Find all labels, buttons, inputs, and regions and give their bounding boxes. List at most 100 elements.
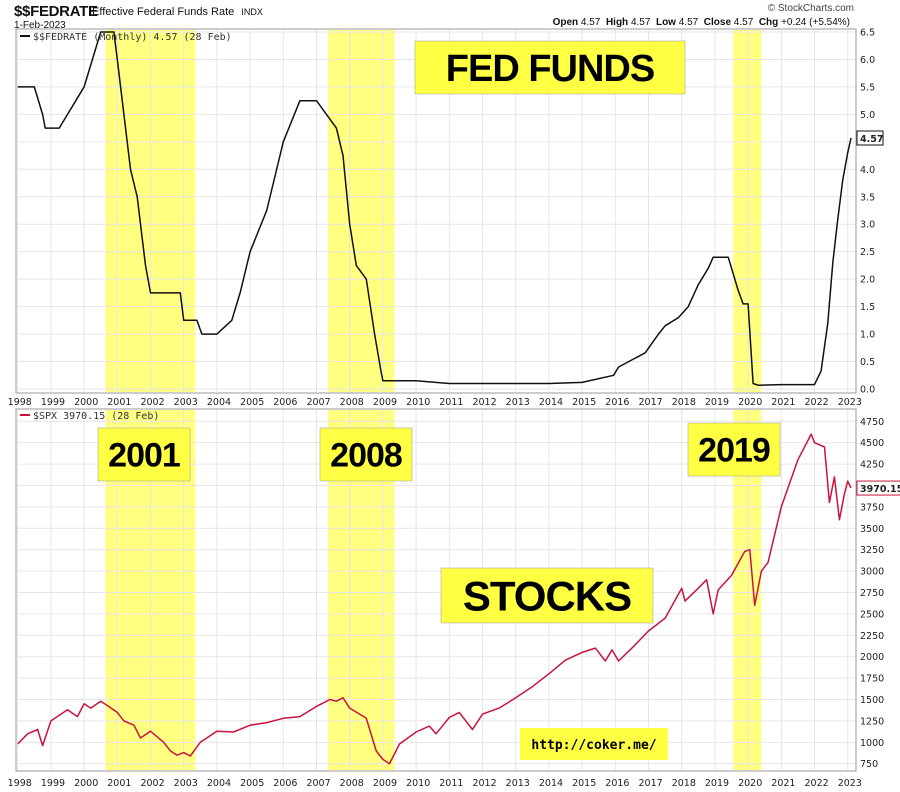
x-tick-label-fed: 2009 (373, 397, 397, 408)
highlight-band-2008-fed (328, 30, 395, 392)
x-tick-label-fed: 1998 (8, 397, 32, 408)
y-tick-label-fed: 4.0 (860, 165, 875, 176)
x-tick-label-spx: 2001 (107, 778, 131, 789)
y-tick-label-spx: 1250 (860, 716, 884, 727)
y-tick-label-fed: 1.5 (860, 302, 875, 313)
high-value: 4.57 (630, 17, 651, 28)
x-tick-label-spx: 2000 (74, 778, 98, 789)
x-tick-label-spx: 2012 (472, 778, 496, 789)
x-tick-label-spx: 2019 (705, 778, 729, 789)
high-label: High (605, 17, 629, 28)
x-tick-label-fed: 2003 (174, 397, 198, 408)
x-tick-label-fed: 2001 (107, 397, 131, 408)
x-tick-label-fed: 1999 (41, 397, 65, 408)
x-tick-label-fed: 2008 (340, 397, 364, 408)
y-tick-label-spx: 3500 (860, 524, 884, 535)
fed-funds-label: FED FUNDS (446, 48, 654, 90)
x-tick-label-spx: 2023 (838, 778, 862, 789)
fed-funds-label-box (414, 40, 686, 95)
stocks-label: STOCKS (463, 573, 631, 620)
x-tick-label-spx: 1998 (8, 778, 32, 789)
x-tick-label-fed: 2013 (506, 397, 530, 408)
label-2019-box (687, 422, 781, 477)
last-value-tag-spx (856, 480, 900, 496)
y-tick-label-fed: 6.5 (860, 28, 875, 39)
label-2019: 2019 (698, 432, 770, 470)
series-line-spx (17, 433, 852, 765)
x-tick-label-fed: 2002 (140, 397, 164, 408)
last-value-tag-fed (856, 130, 884, 146)
x-tick-label-fed: 2000 (74, 397, 98, 408)
last-value-label-spx: 3970.15 (860, 484, 900, 495)
low-label: Low (655, 17, 676, 28)
y-tick-label-fed: 1.0 (860, 330, 875, 341)
x-tick-label-spx: 2021 (771, 778, 795, 789)
y-tick-label-fed: 3.0 (860, 220, 875, 231)
x-tick-label-fed: 2007 (306, 397, 330, 408)
y-tick-label-spx: 2000 (860, 652, 884, 663)
x-tick-label-fed: 2004 (207, 397, 231, 408)
y-tick-label-spx: 1500 (860, 695, 884, 706)
low-value: 4.57 (678, 17, 699, 28)
x-tick-label-spx: 2011 (439, 778, 463, 789)
x-tick-label-fed: 2020 (738, 397, 762, 408)
x-tick-label-spx: 2013 (506, 778, 530, 789)
y-tick-label-spx: 1750 (860, 674, 884, 685)
chart-symbol: $$FEDRATE (14, 3, 98, 20)
open-value: 4.57 (580, 17, 601, 28)
y-tick-label-spx: 2750 (860, 588, 884, 599)
y-tick-label-fed: 5.0 (860, 110, 875, 121)
y-tick-label-spx: 750 (860, 759, 878, 770)
y-tick-label-fed: 3.5 (860, 192, 875, 203)
label-2001: 2001 (108, 437, 180, 475)
x-tick-label-spx: 2010 (406, 778, 430, 789)
y-tick-label-spx: 3250 (860, 545, 884, 556)
chart-description: Effective Federal Funds Rate INDX (92, 6, 263, 18)
x-tick-label-spx: 2020 (738, 778, 762, 789)
legend-label-spx: $SPX 3970.15 (28 Feb) (33, 411, 159, 422)
x-tick-label-spx: 2008 (340, 778, 364, 789)
x-tick-label-fed: 2016 (605, 397, 629, 408)
y-tick-label-spx: 2500 (860, 609, 884, 620)
open-label: Open (552, 17, 579, 28)
x-tick-label-spx: 2009 (373, 778, 397, 789)
x-tick-label-spx: 2006 (273, 778, 297, 789)
close-label: Close (703, 17, 732, 28)
x-tick-label-spx: 2016 (605, 778, 629, 789)
x-tick-label-spx: 2022 (804, 778, 828, 789)
label-2008-box (319, 427, 413, 482)
x-tick-label-fed: 2010 (406, 397, 430, 408)
x-tick-label-spx: 2004 (207, 778, 231, 789)
y-tick-label-spx: 4500 (860, 438, 884, 449)
y-tick-label-spx: 3750 (860, 502, 884, 513)
series-line-fed (17, 31, 852, 386)
y-tick-label-spx: 4250 (860, 460, 884, 471)
y-tick-label-fed: 6.0 (860, 55, 875, 66)
x-tick-label-fed: 2017 (638, 397, 662, 408)
x-tick-label-spx: 2003 (174, 778, 198, 789)
x-tick-label-fed: 2021 (771, 397, 795, 408)
x-tick-label-spx: 2014 (539, 778, 563, 789)
x-tick-label-fed: 2019 (705, 397, 729, 408)
close-value: 4.57 (733, 17, 754, 28)
ohlc-readout: Open 4.57 High 4.57 Low 4.57 Close 4.57 … (553, 17, 850, 28)
x-tick-label-spx: 1999 (41, 778, 65, 789)
x-tick-label-spx: 2018 (672, 778, 696, 789)
label-2008: 2008 (330, 437, 402, 475)
y-tick-label-spx: 3000 (860, 567, 884, 578)
x-tick-label-spx: 2017 (638, 778, 662, 789)
x-tick-label-spx: 2002 (140, 778, 164, 789)
x-tick-label-fed: 2006 (273, 397, 297, 408)
x-tick-label-fed: 2012 (472, 397, 496, 408)
y-tick-label-spx: 1000 (860, 738, 884, 749)
brand-watermark: © StockCharts.com (767, 3, 854, 14)
y-tick-label-spx: 4750 (860, 417, 884, 428)
chg-label: Chg (758, 17, 779, 28)
website-box (520, 728, 668, 760)
x-tick-label-fed: 2005 (240, 397, 264, 408)
x-tick-label-fed: 2014 (539, 397, 563, 408)
y-tick-label-fed: 5.5 (860, 82, 875, 93)
x-tick-label-fed: 2011 (439, 397, 463, 408)
chart-date: 1-Feb-2023 (14, 20, 66, 31)
